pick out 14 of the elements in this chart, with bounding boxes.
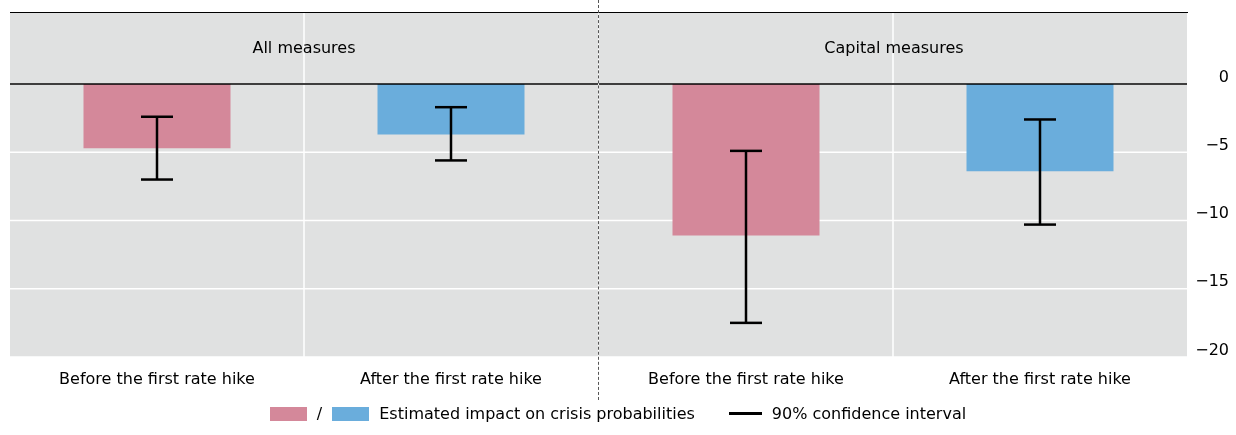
x-tick-label: After the first rate hike	[949, 369, 1131, 389]
text: 90% confidence interval	[771, 404, 967, 423]
y-tick-label: −20	[1195, 339, 1229, 359]
y-tick-label: −10	[1195, 203, 1229, 223]
x-tick-label: Before the first rate hike	[59, 369, 255, 389]
text: /	[316, 404, 323, 423]
y-tick-label: 0	[1218, 66, 1229, 86]
text: All measures	[251, 38, 357, 57]
text: Capital measures	[823, 38, 965, 57]
x-tick-label: After the first rate hike	[360, 369, 542, 389]
y-tick-label: −15	[1195, 271, 1229, 291]
legend-label: Estimated impact on crisis probabilities	[379, 404, 695, 423]
y-tick-label: −5	[1205, 134, 1229, 154]
x-tick-label: Before the first rate hike	[648, 369, 844, 389]
